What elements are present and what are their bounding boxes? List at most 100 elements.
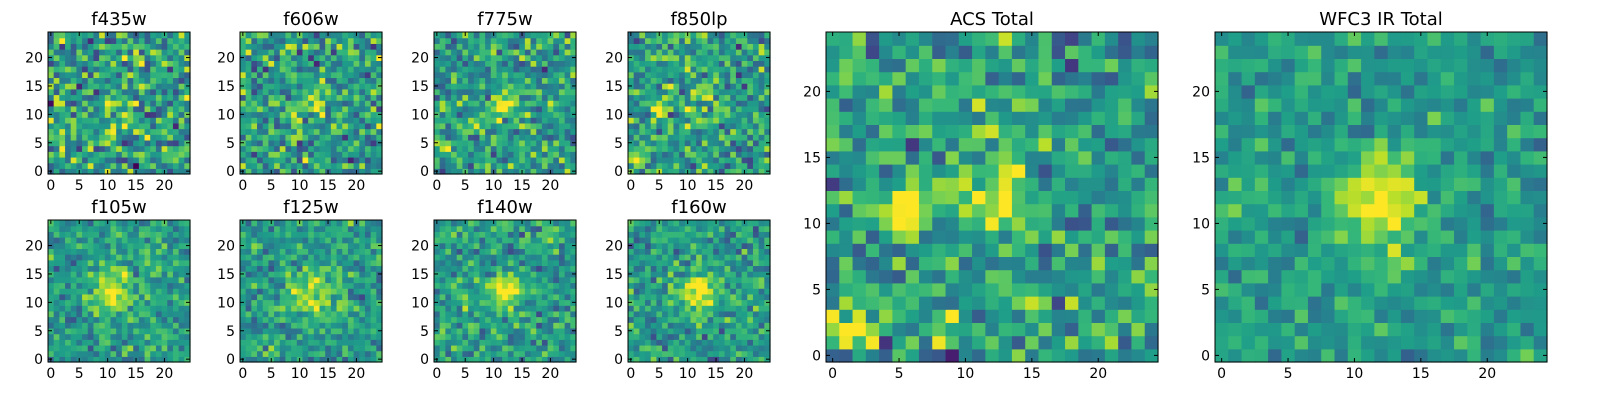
heatmap-cell bbox=[479, 242, 486, 249]
heatmap-cell bbox=[262, 94, 269, 101]
heatmap-cell bbox=[541, 271, 549, 278]
heatmap-cell bbox=[274, 117, 281, 124]
heatmap-cell bbox=[713, 43, 720, 50]
heatmap-cell bbox=[144, 105, 151, 113]
heatmap-cell bbox=[741, 94, 748, 101]
heatmap-cell bbox=[628, 156, 635, 164]
heatmap-cell bbox=[370, 111, 377, 118]
heatmap-cell bbox=[325, 237, 332, 244]
heatmap-cell bbox=[370, 276, 377, 284]
heatmap-cell bbox=[633, 168, 640, 175]
heatmap-cell bbox=[285, 128, 292, 135]
heatmap-cell bbox=[138, 162, 146, 169]
heatmap-cell bbox=[376, 117, 383, 124]
y-tick-label: 20 bbox=[411, 239, 429, 255]
heatmap-cell bbox=[308, 288, 315, 295]
heatmap-cell bbox=[462, 156, 469, 164]
heatmap-cell bbox=[48, 43, 55, 50]
heatmap-cell bbox=[364, 293, 372, 301]
heatmap-cell bbox=[144, 356, 151, 363]
heatmap-cell bbox=[104, 134, 112, 141]
heatmap-cell bbox=[279, 71, 287, 79]
heatmap-cell bbox=[456, 71, 463, 79]
heatmap-cell bbox=[473, 248, 481, 255]
heatmap-cell bbox=[684, 327, 692, 335]
heatmap-cell bbox=[735, 168, 743, 175]
heatmap-cell bbox=[370, 282, 377, 289]
heatmap-cell bbox=[735, 66, 743, 73]
heatmap-cell bbox=[330, 322, 338, 329]
heatmap-cell bbox=[713, 339, 720, 346]
heatmap-cell bbox=[628, 293, 635, 301]
heatmap-cell bbox=[673, 322, 680, 329]
heatmap-cell bbox=[172, 316, 180, 323]
heatmap-cell bbox=[679, 100, 686, 107]
heatmap-cell bbox=[633, 54, 640, 61]
heatmap-cell bbox=[121, 225, 129, 232]
heatmap-cell bbox=[144, 43, 151, 50]
heatmap-cell bbox=[184, 225, 191, 232]
heatmap-cell bbox=[564, 111, 571, 118]
heatmap-cell bbox=[536, 168, 543, 175]
heatmap-cell bbox=[564, 37, 571, 44]
heatmap-cell bbox=[462, 105, 469, 113]
heatmap-cell bbox=[473, 259, 481, 267]
heatmap-cell bbox=[707, 139, 714, 147]
heatmap-cell bbox=[116, 37, 123, 44]
heatmap-cell bbox=[76, 128, 83, 135]
heatmap-cell bbox=[127, 231, 134, 238]
heatmap-cell bbox=[104, 322, 112, 329]
heatmap-cell bbox=[342, 43, 349, 50]
heatmap-cell bbox=[558, 276, 566, 284]
heatmap-cell bbox=[451, 94, 458, 101]
heatmap-cell bbox=[696, 288, 703, 295]
heatmap-cell bbox=[541, 49, 549, 56]
heatmap-cell bbox=[513, 49, 520, 56]
heatmap-cell bbox=[701, 54, 709, 61]
heatmap-cell bbox=[513, 128, 520, 135]
y-tick-label: 5 bbox=[614, 136, 623, 152]
heatmap-cell bbox=[285, 122, 292, 130]
heatmap-cell bbox=[730, 37, 737, 44]
heatmap-cell bbox=[87, 88, 95, 96]
heatmap-cell bbox=[530, 305, 537, 312]
heatmap-cell bbox=[713, 117, 720, 124]
heatmap-cell bbox=[155, 248, 163, 255]
heatmap-cell bbox=[713, 151, 720, 158]
heatmap-cell bbox=[93, 54, 100, 61]
heatmap-cell bbox=[479, 94, 486, 101]
heatmap-cell bbox=[116, 276, 123, 284]
x-tick-label: 10 bbox=[291, 366, 309, 382]
heatmap-cell bbox=[262, 100, 269, 107]
heatmap-cell bbox=[735, 122, 743, 130]
heatmap-cell bbox=[342, 237, 349, 244]
heatmap-cell bbox=[679, 339, 686, 346]
heatmap-cell bbox=[479, 259, 486, 267]
heatmap-cell bbox=[462, 111, 469, 118]
heatmap-cell bbox=[161, 282, 168, 289]
heatmap-cell bbox=[541, 43, 549, 50]
heatmap-cell bbox=[133, 117, 140, 124]
heatmap-cell bbox=[639, 293, 646, 301]
heatmap-cell bbox=[110, 54, 117, 61]
heatmap-cell bbox=[456, 111, 463, 118]
heatmap-cell bbox=[144, 83, 151, 90]
heatmap-cell bbox=[667, 88, 675, 96]
heatmap-cell bbox=[650, 333, 657, 340]
heatmap-cell bbox=[490, 100, 498, 107]
heatmap-cell bbox=[524, 54, 532, 61]
heatmap-cell bbox=[684, 128, 692, 135]
heatmap-cell bbox=[336, 220, 343, 227]
heatmap-cell bbox=[262, 77, 269, 84]
heatmap-cell bbox=[167, 43, 174, 50]
heatmap-cell bbox=[541, 339, 549, 346]
heatmap-cell bbox=[541, 288, 549, 295]
heatmap-cell bbox=[48, 151, 55, 158]
heatmap-cell bbox=[127, 356, 134, 363]
heatmap-cell bbox=[473, 293, 481, 301]
heatmap-cell bbox=[662, 344, 669, 352]
heatmap-cell bbox=[116, 265, 123, 272]
heatmap-cell bbox=[104, 43, 112, 50]
heatmap-cell bbox=[667, 293, 675, 301]
heatmap-cell bbox=[138, 111, 146, 118]
